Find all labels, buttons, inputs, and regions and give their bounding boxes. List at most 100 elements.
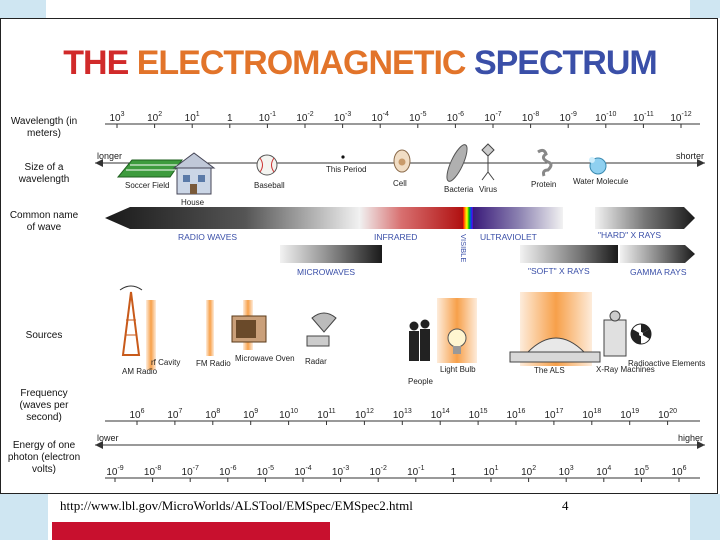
row-label-wavelength: Wavelength (in meters) — [10, 116, 78, 139]
wavelength-tick-label: 1 — [227, 113, 233, 124]
frequency-tick-label: 1017 — [544, 408, 563, 421]
radar-dish-icon — [306, 312, 337, 347]
microwaves-band — [280, 245, 382, 263]
size-object-label: Protein — [531, 180, 556, 189]
wave-name-infrared: INFRARED — [374, 232, 417, 242]
size-object-label: Cell — [393, 179, 407, 188]
wavelength-tick-label: 102 — [147, 111, 162, 124]
people-icon — [409, 319, 430, 361]
wave-name-visible: VISIBLE — [459, 234, 468, 262]
frequency-tick-label: 1018 — [582, 408, 601, 421]
title-part-1: THE — [63, 44, 137, 82]
cell-icon — [393, 149, 411, 173]
energy-tick-label: 104 — [596, 465, 611, 478]
source-label: The ALS — [534, 366, 565, 375]
energy-tick-label: 102 — [521, 465, 536, 478]
wavelength-tick-label: 10-7 — [484, 111, 501, 124]
source-label: People — [408, 377, 433, 386]
water-molecule-icon — [589, 157, 607, 175]
wavelength-tick-label: 10-4 — [372, 111, 389, 124]
wavelength-tick-label: 101 — [185, 111, 200, 124]
row-label-frequency: Frequency (waves per second) — [19, 388, 69, 423]
frequency-tick-label: 1010 — [279, 408, 298, 421]
source-label: Light Bulb — [440, 365, 476, 374]
energy-tick-label: 103 — [559, 465, 574, 478]
page-number: 4 — [562, 498, 569, 513]
energy-tick-label: 10-3 — [332, 465, 349, 478]
bacteria-icon — [446, 144, 468, 182]
source-label: rf Cavity — [151, 358, 180, 367]
frequency-tick-label: 1014 — [431, 408, 450, 421]
corner-decoration-bottom-left — [0, 494, 48, 540]
wavelength-tick-label: 10-2 — [296, 111, 313, 124]
size-object-label: Bacteria — [444, 185, 474, 194]
source-label: Microwave Oven — [235, 354, 295, 363]
frequency-tick-label: 106 — [129, 408, 144, 421]
light-bulb-icon — [447, 328, 467, 354]
energy-tick-label: 105 — [634, 465, 649, 478]
sources-row: AM Radio rf Cavity FM Radio Microwave Ov… — [119, 285, 705, 386]
frequency-axis: 106 107 108 109 1010 1011 1012 1013 1014 1015 1016… — [105, 408, 700, 425]
energy-tick-label: 101 — [483, 465, 498, 478]
wavelength-tick-label: 10-12 — [670, 111, 691, 124]
arrow-left-icon — [95, 441, 103, 449]
energy-tick-label: 106 — [671, 465, 686, 478]
size-object-label: Baseball — [254, 181, 285, 190]
energy-right-label: higher — [678, 433, 703, 443]
energy-tick-label: 10-6 — [219, 465, 236, 478]
radioactive-symbol-icon — [630, 323, 652, 345]
baseball-icon — [256, 154, 278, 176]
als-building-icon — [509, 337, 601, 363]
arrow-left-icon — [95, 159, 103, 167]
wavelength-tick-label: 10-6 — [447, 111, 464, 124]
wavelength-tick-label: 10-10 — [595, 111, 616, 124]
frequency-tick-label: 1020 — [658, 408, 677, 421]
title-part-2: ELECTROMAGNETIC — [136, 44, 474, 82]
corner-decoration-top-left — [0, 0, 46, 18]
corner-decoration-top-right — [690, 0, 720, 18]
source-label: Radar — [305, 357, 327, 366]
energy-tick-label: 10-4 — [294, 465, 311, 478]
energy-tick-label: 10-5 — [257, 465, 274, 478]
wave-name-hard-x-rays: "HARD" X RAYS — [598, 230, 661, 240]
energy-tick-label: 10-8 — [144, 465, 161, 478]
wave-name-microwaves: MICROWAVES — [297, 267, 355, 277]
frequency-tick-label: 1011 — [317, 408, 335, 421]
arrow-right-icon — [697, 441, 705, 449]
row-label-common-name: Common name of wave — [9, 210, 79, 233]
size-object-label: This Period — [326, 165, 366, 174]
size-object-label: House — [181, 198, 205, 207]
soft-x-rays-band — [520, 245, 618, 263]
footer-accent-bar — [52, 522, 330, 540]
frequency-tick-label: 1015 — [469, 408, 488, 421]
visible-band — [463, 207, 473, 229]
size-row: longer shorter Soccer Field House Baseba… — [95, 143, 705, 207]
soccer-field-icon — [116, 159, 183, 178]
wavelength-tick-label: 10-1 — [259, 111, 276, 124]
source-label: FM Radio — [196, 359, 231, 368]
gamma-rays-band — [620, 245, 695, 263]
frequency-tick-label: 109 — [243, 408, 258, 421]
energy-left-label: lower — [97, 433, 119, 443]
energy-tick-label: 10-2 — [370, 465, 387, 478]
row-label-size: Size of a wavelength — [18, 162, 70, 185]
frequency-tick-label: 1013 — [393, 408, 412, 421]
size-left-label: longer — [97, 151, 122, 161]
ultraviolet-band — [473, 207, 563, 229]
wavelength-axis: 103 102 101 1 10-1 10-2 10-3 10-4 10-5 10-6 10-7 10… — [105, 111, 700, 128]
wavelength-tick-label: 10-8 — [522, 111, 539, 124]
corner-decoration-bottom-right — [690, 494, 720, 540]
diagram-title: THE ELECTROMAGNETIC SPECTRUM — [0, 44, 720, 83]
microwave-oven-icon — [231, 315, 267, 343]
wavelength-tick-label: 103 — [109, 111, 124, 124]
size-object-label: Water Molecule — [573, 177, 629, 186]
energy-tick-label: 10-7 — [182, 465, 199, 478]
energy-tick-label: 10-1 — [407, 465, 424, 478]
virus-icon — [481, 143, 495, 181]
frequency-tick-label: 1012 — [355, 408, 374, 421]
source-url: http://www.lbl.gov/MicroWorlds/ALSTool/E… — [60, 498, 413, 513]
wavelength-tick-label: 10-3 — [334, 111, 351, 124]
arrow-right-icon — [697, 159, 705, 167]
period-dot-icon — [341, 155, 345, 159]
